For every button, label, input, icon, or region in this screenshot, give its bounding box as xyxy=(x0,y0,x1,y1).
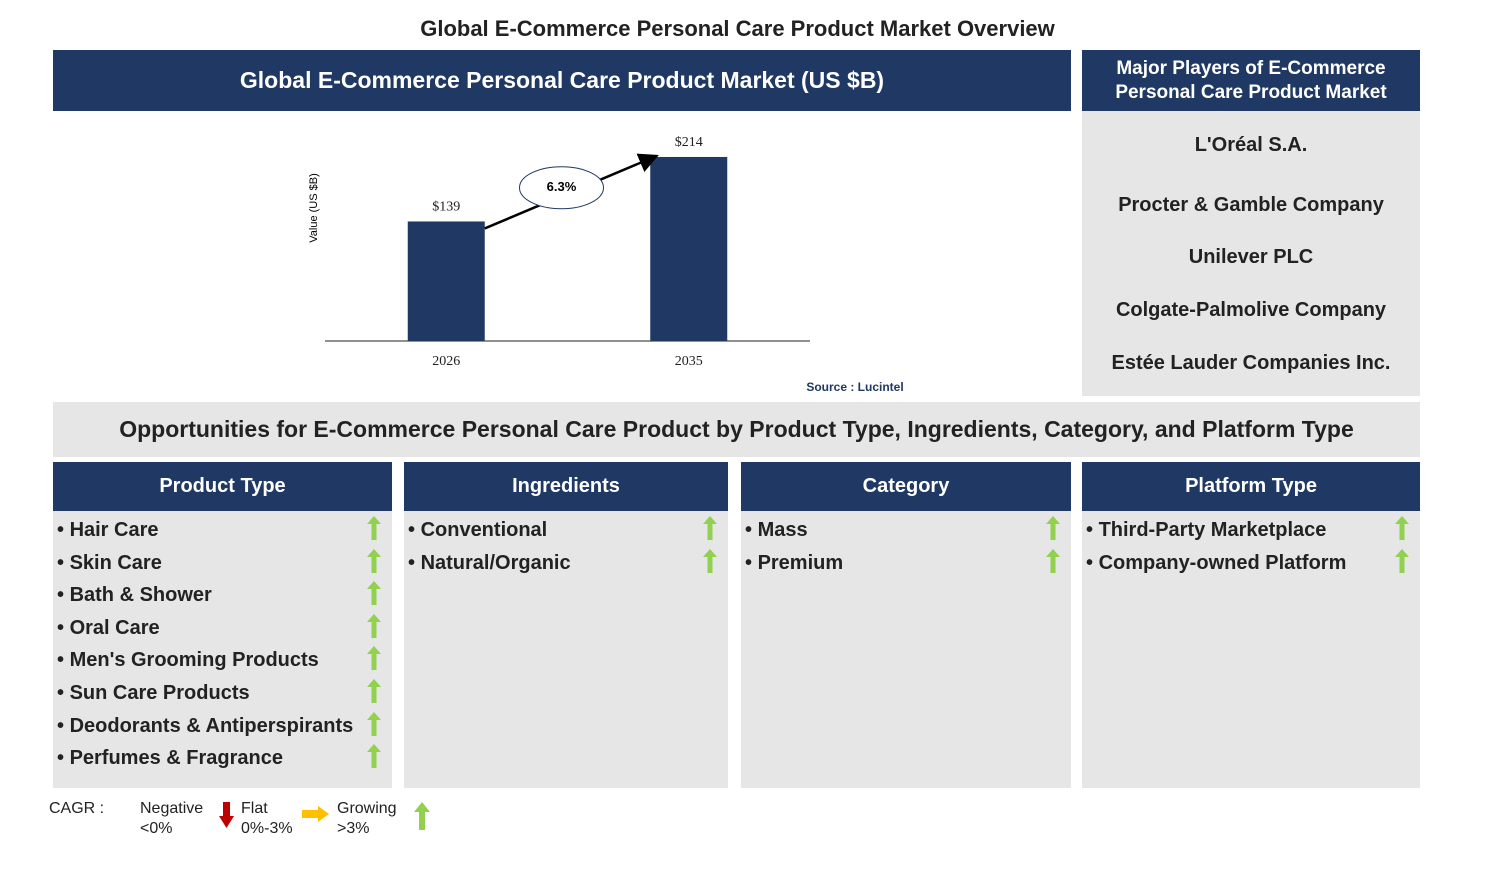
column-header: Platform Type xyxy=(1082,462,1420,511)
trend-arrow xyxy=(367,744,381,769)
flat-arrow xyxy=(302,806,329,822)
legend-range: <0% xyxy=(140,820,173,837)
trend-arrow xyxy=(367,711,381,736)
player-name: L'Oréal S.A. xyxy=(1194,134,1308,156)
column-header: Ingredients xyxy=(404,462,728,511)
trend-arrow xyxy=(703,516,717,540)
trend-arrow xyxy=(367,581,381,606)
column-body: Third-Party Marketplace Company-owned Pla… xyxy=(1082,511,1420,788)
trend-arrow xyxy=(1395,516,1409,540)
arrow-shape xyxy=(367,581,381,606)
chart-title: Global E-Commerce Personal Care Product … xyxy=(53,50,1071,111)
arrow-shape xyxy=(367,613,381,638)
chart: Value (US $B) Source : Lucintel $139 2026… xyxy=(308,135,904,394)
value-label: $139 xyxy=(432,200,460,215)
list-item: Sun Care Products xyxy=(57,682,250,705)
bar xyxy=(407,221,485,341)
arrow-shape xyxy=(1395,548,1409,573)
list-item: Company-owned Platform xyxy=(1086,552,1347,575)
trend-arrow xyxy=(367,613,381,638)
player-name: Estée Lauder Companies Inc. xyxy=(1111,352,1391,374)
up-arrow xyxy=(414,802,430,830)
arrow-shape xyxy=(1046,548,1060,573)
opportunities-title: Opportunities for E-Commerce Personal Ca… xyxy=(53,402,1420,457)
list-item: Skin Care xyxy=(57,552,162,575)
arrow-shape xyxy=(703,516,717,540)
column-body: Hair Care Skin Care Bath & Shower Oral Care… xyxy=(53,511,392,788)
trend-arrow xyxy=(367,548,381,573)
arrow-shape xyxy=(703,548,717,573)
page-title: Global E-Commerce Personal Care Product … xyxy=(420,16,1055,41)
list-item: Men's Grooming Products xyxy=(57,649,319,672)
trend-arrow xyxy=(367,679,381,703)
x-tick-label: 2035 xyxy=(675,354,703,369)
trend-arrow xyxy=(367,516,381,540)
trend-arrow xyxy=(367,646,381,671)
x-tick-label: 2026 xyxy=(432,354,460,369)
source: Source : Lucintel xyxy=(806,380,903,394)
legend-name: Growing xyxy=(337,800,397,817)
column-body: Conventional Natural/Organic xyxy=(404,511,728,788)
trend-arrow xyxy=(703,548,717,573)
legend-label: CAGR : xyxy=(49,800,105,817)
arrow-shape xyxy=(367,516,381,540)
column-body: Mass Premium xyxy=(741,511,1071,788)
arrow-shape xyxy=(1395,516,1409,540)
list-item: Conventional xyxy=(408,519,548,542)
y-axis-label: Value (US $B) xyxy=(308,173,320,243)
players-panel: L'Oréal S.A. Procter & Gamble Company Unil… xyxy=(1082,111,1420,396)
trend-arrow xyxy=(1046,516,1060,540)
players-title: Major Players of E-Commerce Personal Car… xyxy=(1082,50,1420,111)
arrow-shape xyxy=(367,744,381,769)
arrow-shape xyxy=(367,548,381,573)
legend-range: 0%-3% xyxy=(241,820,293,837)
list-item: Natural/Organic xyxy=(408,552,571,575)
arrow-shape xyxy=(1046,516,1060,540)
list-item: Perfumes & Fragrance xyxy=(57,747,283,770)
bar xyxy=(650,156,728,341)
arrow-shape xyxy=(367,679,381,703)
list-item: Bath & Shower xyxy=(57,584,212,607)
column-header: Category xyxy=(741,462,1071,511)
list-item: Premium xyxy=(745,552,844,575)
legend-icons xyxy=(219,802,430,830)
player-name: Procter & Gamble Company xyxy=(1118,194,1384,216)
annotation-bubble xyxy=(519,166,604,210)
trend-arrow xyxy=(1395,548,1409,573)
trend-arrow xyxy=(1046,548,1060,573)
legend-name: Negative xyxy=(140,800,204,817)
player-name: Colgate-Palmolive Company xyxy=(1115,299,1387,321)
list-item: Mass xyxy=(745,519,808,542)
down-arrow xyxy=(219,802,234,828)
legend-range: >3% xyxy=(337,820,370,837)
arrow-shape xyxy=(367,646,381,671)
list-item: Deodorants & Antiperspirants xyxy=(57,715,354,738)
value-label: $214 xyxy=(675,135,703,150)
list-item: Oral Care xyxy=(57,617,160,640)
player-name: Unilever PLC xyxy=(1188,246,1314,268)
arrow-shape xyxy=(367,711,381,736)
legend-name: Flat xyxy=(241,800,268,817)
annotation: 6.3% xyxy=(547,179,577,194)
list-item: Third-Party Marketplace xyxy=(1086,519,1327,542)
column-header: Product Type xyxy=(53,462,392,511)
list-item: Hair Care xyxy=(57,519,159,542)
